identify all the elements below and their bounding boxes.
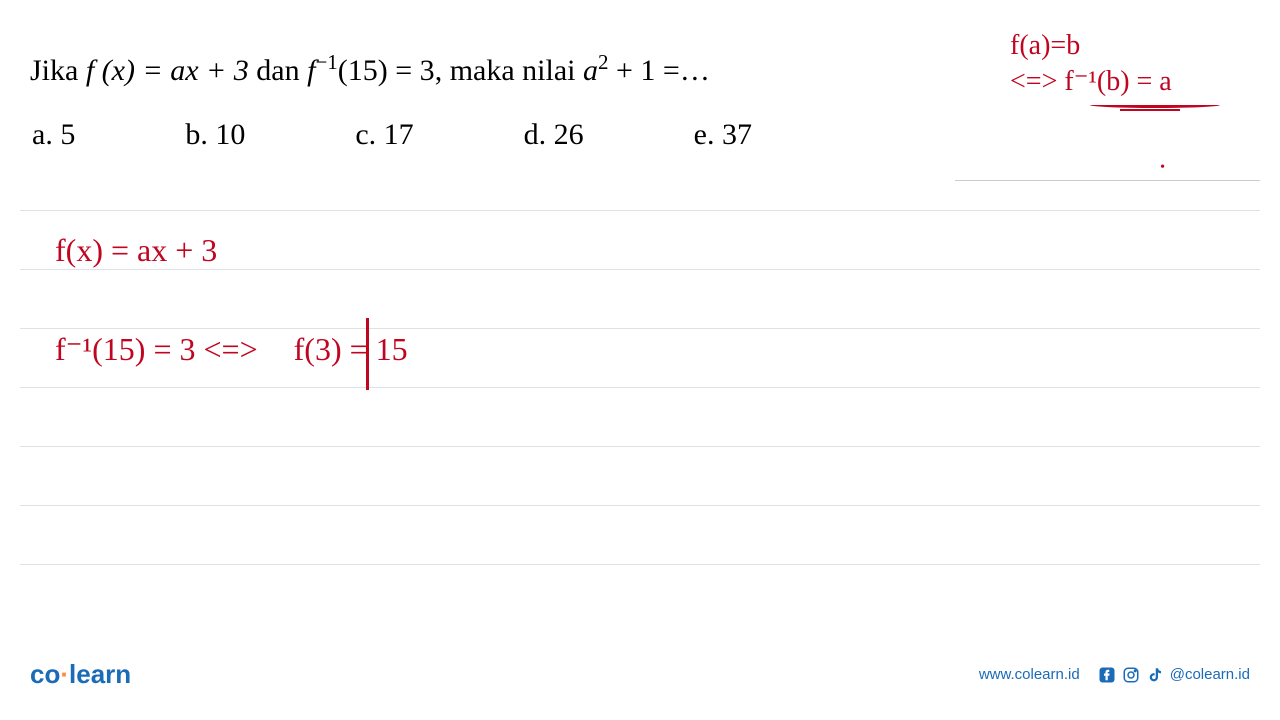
option-d: d. 26 — [524, 118, 584, 152]
q-plus1: + 1 =… — [608, 54, 709, 87]
option-e: e. 37 — [694, 118, 752, 152]
option-a: a. 5 — [32, 118, 75, 152]
options-row: a. 5 b. 10 c. 17 d. 26 e. 37 — [30, 118, 1250, 152]
ruled-lines — [20, 210, 1260, 623]
option-c: c. 17 — [355, 118, 413, 152]
hint-line2: <=> f⁻¹(b) = a — [1010, 64, 1220, 98]
footer-right: www.colearn.id @colearn.id — [979, 666, 1250, 684]
logo: co·learn — [30, 659, 131, 690]
ruled-line — [20, 269, 1260, 270]
q-dan: dan — [249, 54, 307, 87]
ruled-line — [20, 505, 1260, 506]
q-sup2: 2 — [598, 50, 609, 74]
logo-co: co — [30, 659, 60, 689]
handwriting-line2: f⁻¹(15) = 3 <=> f(3) = 15 — [55, 330, 408, 368]
hint-line1: f(a)=b — [1010, 30, 1220, 62]
hw2b: f(3) = 15 — [294, 331, 408, 367]
logo-learn: learn — [69, 659, 131, 689]
tiktok-icon — [1146, 666, 1164, 684]
ruled-line — [20, 564, 1260, 565]
handwriting-line1: f(x) = ax + 3 — [55, 232, 217, 269]
social-icons: @colearn.id — [1098, 666, 1250, 684]
q-finv-sup: −1 — [315, 50, 337, 74]
q-prefix: Jika — [30, 54, 86, 87]
hw2a: f⁻¹(15) = 3 <=> — [55, 331, 258, 367]
q-maka: , maka nilai — [435, 54, 583, 87]
hint-box: f(a)=b <=> f⁻¹(b) = a — [1010, 30, 1220, 111]
ruled-line — [20, 210, 1260, 211]
hint-underline2 — [1120, 108, 1180, 111]
facebook-icon — [1098, 666, 1116, 684]
option-b: b. 10 — [185, 118, 245, 152]
divider-top — [955, 180, 1260, 181]
q-fx: f (x) = ax + 3 — [86, 54, 249, 87]
vertical-bar — [366, 318, 369, 390]
logo-dot: · — [60, 659, 69, 689]
q-a2: a — [583, 54, 598, 87]
footer: co·learn www.colearn.id @colearn.id — [30, 659, 1250, 690]
q-finv-arg: (15) = 3 — [338, 54, 435, 87]
instagram-icon — [1122, 666, 1140, 684]
ruled-line — [20, 328, 1260, 329]
footer-url: www.colearn.id — [979, 666, 1080, 683]
ruled-line — [20, 446, 1260, 447]
ruled-line — [20, 387, 1260, 388]
social-handle: @colearn.id — [1170, 666, 1250, 683]
hint-dot: • — [1160, 160, 1165, 176]
